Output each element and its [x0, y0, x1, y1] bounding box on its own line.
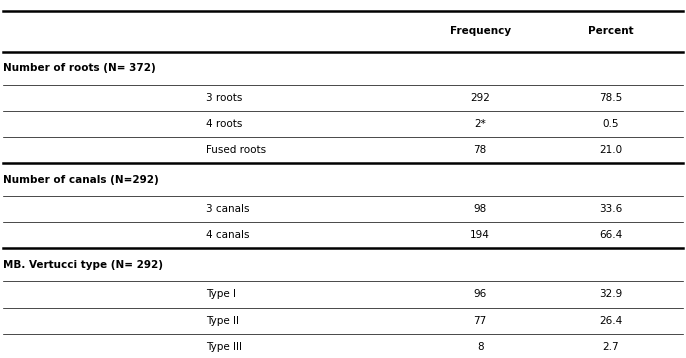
Text: 77: 77 [473, 316, 487, 325]
Text: 3 roots: 3 roots [206, 93, 242, 103]
Text: 4 canals: 4 canals [206, 231, 249, 240]
Text: 2*: 2* [474, 119, 486, 129]
Text: 3 canals: 3 canals [206, 204, 249, 214]
Text: 4 roots: 4 roots [206, 119, 242, 129]
Text: Percent: Percent [588, 26, 633, 36]
Text: 98: 98 [473, 204, 487, 214]
Text: MB. Vertucci type (N= 292): MB. Vertucci type (N= 292) [3, 260, 163, 270]
Text: 292: 292 [471, 93, 490, 103]
Text: 66.4: 66.4 [599, 231, 622, 240]
Text: 0.5: 0.5 [602, 119, 619, 129]
Text: 96: 96 [473, 290, 487, 299]
Text: Frequency: Frequency [449, 26, 511, 36]
Text: Number of roots (N= 372): Number of roots (N= 372) [3, 63, 156, 73]
Text: Type II: Type II [206, 316, 239, 325]
Text: 33.6: 33.6 [599, 204, 622, 214]
Text: Number of canals (N=292): Number of canals (N=292) [3, 175, 159, 185]
Text: Fused roots: Fused roots [206, 145, 266, 155]
Text: 78: 78 [473, 145, 487, 155]
Text: 26.4: 26.4 [599, 316, 622, 325]
Text: 78.5: 78.5 [599, 93, 622, 103]
Text: Type I: Type I [206, 290, 236, 299]
Text: 21.0: 21.0 [599, 145, 622, 155]
Text: 8: 8 [477, 342, 484, 352]
Text: 2.7: 2.7 [602, 342, 619, 352]
Text: 194: 194 [471, 231, 490, 240]
Text: Type III: Type III [206, 342, 241, 352]
Text: 32.9: 32.9 [599, 290, 622, 299]
